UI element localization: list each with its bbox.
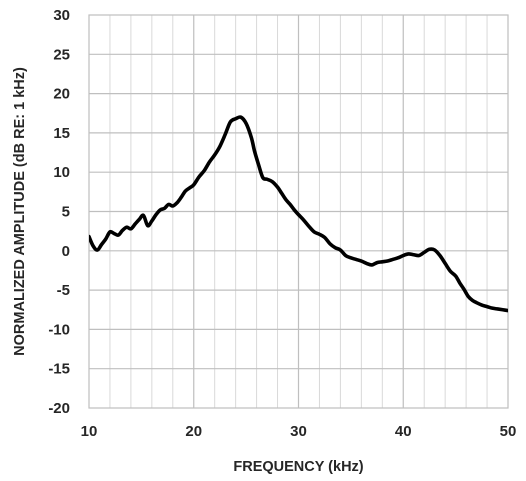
y-tick-label: 25 [53, 46, 70, 63]
x-tick-labels: 10 20 30 40 50 [81, 423, 517, 440]
y-tick-label: 0 [62, 243, 70, 260]
y-tick-label: 30 [53, 7, 70, 24]
y-tick-label: 5 [62, 204, 70, 221]
y-tick-label: 20 [53, 86, 70, 103]
y-tick-label: -5 [57, 282, 70, 299]
y-tick-label: 15 [53, 125, 70, 142]
series-line [89, 115, 508, 313]
x-axis-title: FREQUENCY (kHz) [233, 459, 363, 475]
plot-area-border [88, 14, 509, 409]
plot-border-rect [88, 14, 509, 409]
y-tick-labels: -20 -15 -10 -5 0 5 10 15 20 25 30 [48, 7, 70, 417]
series-group [89, 115, 508, 313]
y-tick-label: 10 [53, 164, 70, 181]
y-tick-label: -15 [48, 361, 70, 378]
x-tick-label: 20 [185, 423, 202, 440]
x-tick-label: 10 [81, 423, 98, 440]
x-tick-label: 50 [500, 423, 517, 440]
y-tick-label: -20 [48, 400, 70, 417]
x-tick-label: 30 [290, 423, 307, 440]
x-tick-label: 40 [395, 423, 412, 440]
y-axis-title: NORMALIZED AMPLITUDE (dB RE: 1 kHz) [12, 67, 28, 356]
y-tick-label: -10 [48, 321, 70, 338]
